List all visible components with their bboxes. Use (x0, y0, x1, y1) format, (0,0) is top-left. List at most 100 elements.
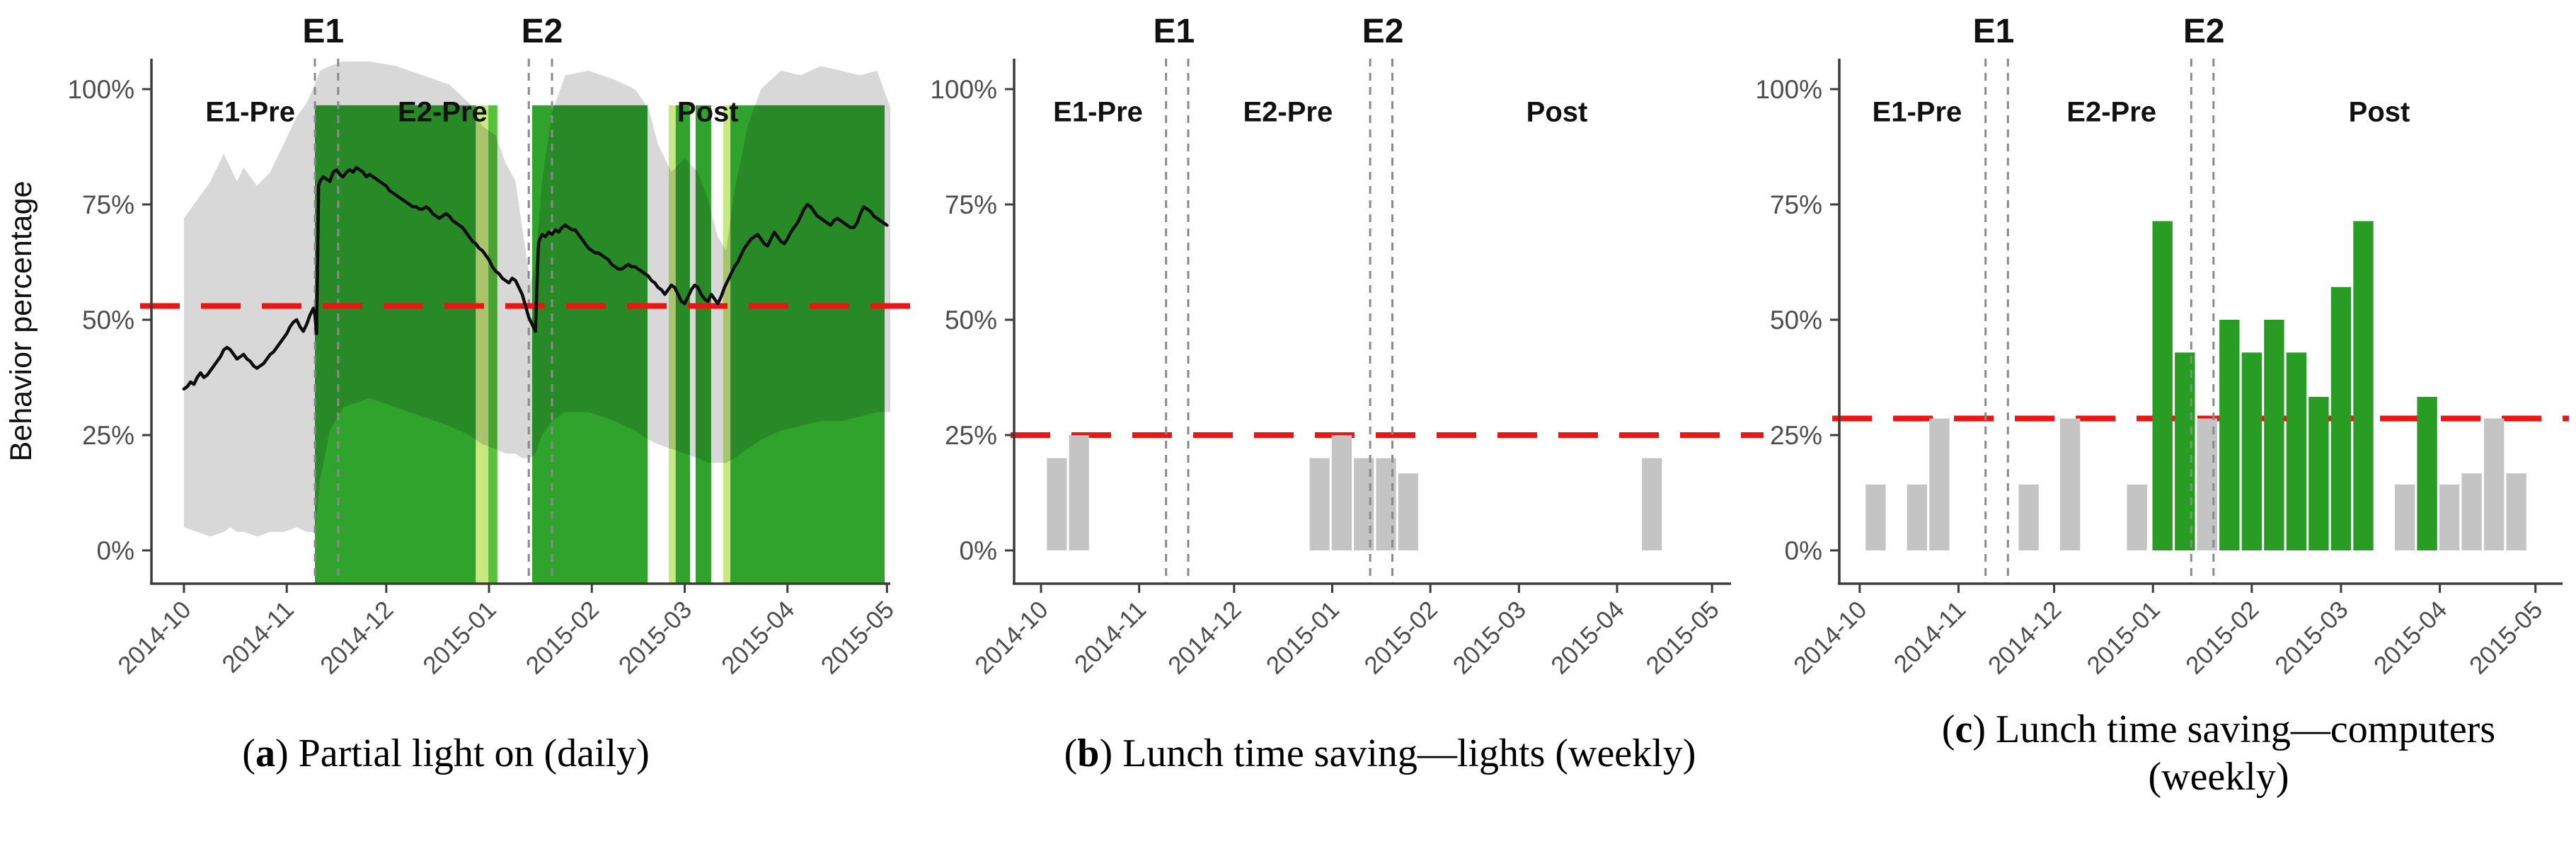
bar (2484, 418, 2505, 550)
caption-b-text: ) Lunch time saving—lights (weekly) (1099, 732, 1696, 775)
caption-a-prefix: ( (242, 732, 255, 775)
y-tick-label: 100% (930, 75, 997, 104)
bar (1069, 435, 1089, 550)
y-tick-label: 100% (67, 75, 134, 104)
bar (2127, 484, 2147, 550)
bar (2353, 221, 2374, 550)
bar (1865, 484, 1886, 550)
caption-panel-a: (a) Partial light on (daily) (92, 730, 800, 777)
bar (2286, 352, 2307, 550)
event-label: E1 (302, 13, 344, 50)
caption-c-line2: (weekly) (2148, 755, 2289, 799)
phase-label: Post (677, 97, 739, 128)
bar (1929, 418, 1950, 550)
caption-b-prefix: ( (1064, 732, 1078, 775)
bar (2241, 352, 2262, 550)
intervention-band (531, 105, 648, 584)
x-tick-label: 2015-05 (1640, 596, 1724, 679)
x-tick-label: 2015-02 (521, 596, 604, 679)
intervention-band (476, 105, 489, 584)
intervention-band (488, 105, 498, 584)
phase-label: Post (2349, 97, 2410, 128)
panel-a: 0%25%50%75%100%2014-10 2014-11 2014-12 2015… (4, 13, 921, 679)
bar (1398, 473, 1418, 550)
x-tick-label: 2015-04 (1546, 596, 1629, 679)
phase-label: E2-Pre (2066, 97, 2156, 128)
bar (2059, 418, 2081, 550)
event-label: E1 (1153, 13, 1195, 50)
bar (2330, 287, 2352, 550)
x-tick-label: 2015-03 (1448, 596, 1531, 679)
x-tick-label: 2015-03 (2270, 596, 2353, 679)
bar (2152, 221, 2173, 550)
y-tick-label: 75% (1770, 190, 1822, 219)
bar (1047, 458, 1067, 550)
x-tick-label: 2015-02 (2180, 596, 2264, 679)
trend-line (182, 166, 889, 391)
caption-c-text: ) Lunch time saving—computers (1972, 707, 2496, 751)
y-tick-label: 0% (97, 536, 134, 565)
x-tick-label: 2015-04 (2369, 596, 2452, 679)
intervention-band (675, 105, 690, 584)
caption-panel-c: (c) Lunch time saving—computers (weekly) (1861, 706, 2576, 801)
bar (2175, 352, 2195, 550)
panel-b: 0%25%50%75%100%2014-10 2014-11 2014-12 2015… (930, 13, 1764, 679)
x-tick-label: 2014-11 (1889, 596, 1972, 678)
intervention-band (723, 105, 731, 584)
intervention-band (669, 105, 676, 584)
bar (2394, 484, 2415, 550)
x-tick-label: 2014-10 (970, 596, 1053, 679)
y-tick-label: 25% (82, 421, 134, 450)
x-tick-label: 2015-01 (2081, 596, 2165, 679)
caption-a-letter: a (255, 732, 275, 775)
x-tick-label: 2014-11 (217, 596, 299, 678)
y-tick-label: 50% (1770, 306, 1822, 335)
phase-label: E1-Pre (205, 97, 295, 128)
y-tick-label: 75% (945, 190, 997, 219)
bar (2506, 473, 2526, 550)
x-tick-label: 2015-04 (716, 596, 800, 679)
x-tick-label: 2015-05 (2464, 596, 2548, 679)
y-tick-label: 0% (960, 536, 997, 565)
phase-label: E1-Pre (1053, 97, 1143, 128)
caption-c-line1: (c) Lunch time saving—computers (1861, 706, 2576, 753)
y-tick-label: 25% (1770, 421, 1822, 450)
x-tick-label: 2014-11 (1069, 596, 1152, 678)
caption-b-letter: b (1077, 732, 1100, 775)
phase-label: E2-Pre (1243, 97, 1333, 128)
y-tick-label: 0% (1785, 536, 1822, 565)
bar (1309, 458, 1330, 550)
phase-label: Post (1526, 97, 1588, 128)
bar (2018, 484, 2039, 550)
x-tick-label: 2015-01 (418, 596, 501, 679)
y-tick-label: 50% (82, 306, 134, 335)
y-tick-label: 75% (82, 190, 134, 219)
phase-label: E2-Pre (398, 97, 488, 128)
y-tick-label: 50% (945, 306, 997, 335)
x-tick-label: 2015-01 (1261, 596, 1345, 679)
x-tick-label: 2014-12 (315, 596, 398, 679)
event-label: E1 (1973, 13, 2015, 50)
bar (2461, 473, 2482, 550)
x-tick-label: 2015-02 (1359, 596, 1442, 679)
bar (2264, 320, 2284, 550)
phase-label: E1-Pre (1873, 97, 1962, 128)
bar (2439, 484, 2460, 550)
intervention-band (730, 105, 885, 584)
x-tick-label: 2014-10 (113, 596, 196, 679)
intervention-band (315, 105, 476, 584)
bar (1642, 458, 1662, 550)
x-tick-label: 2015-03 (614, 596, 697, 679)
caption-c-prefix: ( (1941, 707, 1955, 751)
y-tick-label: 25% (945, 421, 997, 450)
event-label: E2 (522, 13, 563, 50)
event-label: E2 (1362, 13, 1404, 50)
x-tick-label: 2014-12 (1983, 596, 2066, 679)
x-tick-label: 2014-10 (1788, 596, 1872, 679)
intervention-band (695, 105, 711, 584)
y-axis-title: Behavior percentage (4, 181, 38, 462)
event-label: E2 (2183, 13, 2225, 50)
caption-panel-b: (b) Lunch time saving—lights (weekly) (991, 730, 1769, 777)
bar (2219, 320, 2240, 550)
